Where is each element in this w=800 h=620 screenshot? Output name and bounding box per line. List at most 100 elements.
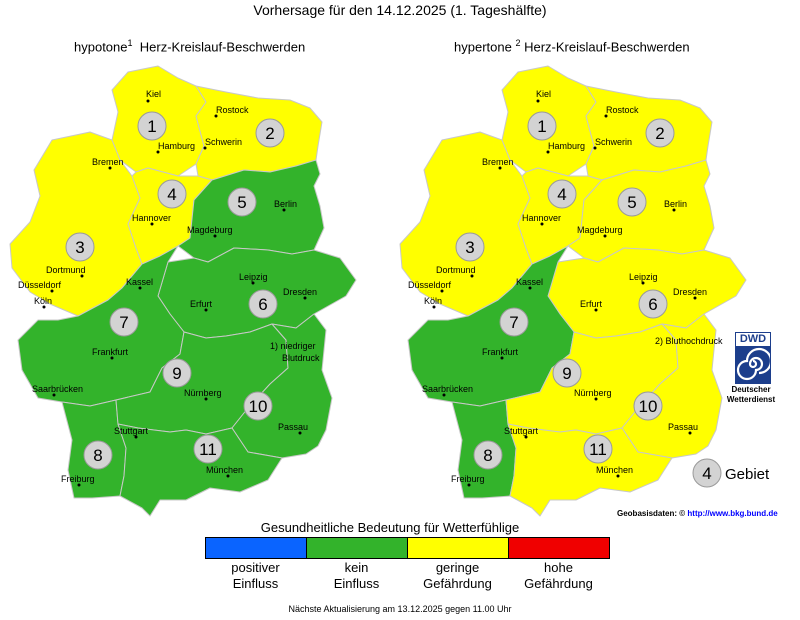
region-badge-number: 7	[509, 313, 518, 332]
city-dot	[440, 289, 444, 293]
map-1-footnote: 1	[127, 38, 133, 48]
city-label: München	[596, 465, 633, 475]
city-label: Bremen	[482, 157, 514, 167]
dwd-swirl-icon	[736, 347, 773, 381]
map-1-note-line1: 1) niedriger	[270, 341, 316, 351]
region-badge	[109, 307, 139, 337]
city-dot	[536, 99, 540, 103]
legend-label-high-risk: hohe Gefährdung	[508, 560, 609, 592]
region-badge	[83, 440, 113, 470]
region-badge-number: 10	[639, 397, 658, 416]
city-dot	[77, 483, 81, 487]
legend-label-positive: positiver Einfluss	[205, 560, 306, 592]
city-label: Passau	[278, 422, 308, 432]
region-badge-number: 6	[258, 295, 267, 314]
region-badge-number: 2	[265, 124, 274, 143]
city-label: Rostock	[216, 105, 249, 115]
city-label: Köln	[424, 296, 442, 306]
city-label: Nürnberg	[184, 388, 222, 398]
city-dot	[528, 286, 532, 290]
legend-swatch-low-risk	[408, 538, 509, 558]
city-label: Stuttgart	[504, 426, 539, 436]
map-2-title: hypertone 2 Herz-Kreislauf-Beschwerden	[454, 38, 690, 54]
region-badge	[638, 289, 668, 319]
geobasis-link[interactable]: http://www.bkg.bund.de	[687, 509, 778, 518]
map-2-title-suffix: Herz-Kreislauf-Beschwerden	[524, 39, 690, 55]
legend-label-no-effect: kein Einfluss	[306, 560, 407, 592]
city-dot	[52, 393, 56, 397]
city-label: Düsseldorf	[408, 280, 452, 290]
legend-label-low-risk-line2: Gefährdung	[423, 576, 492, 591]
city-dot	[213, 234, 217, 238]
city-label: München	[206, 465, 243, 475]
dwd-logo-text: DWD	[736, 333, 770, 346]
city-dot	[688, 431, 692, 435]
city-label: Hamburg	[548, 141, 585, 151]
city-dot	[42, 305, 46, 309]
region-badge	[547, 179, 577, 209]
region-key: 4 Gebiet	[692, 458, 800, 495]
city-label: Saarbrücken	[32, 384, 83, 394]
region-badge	[583, 434, 613, 464]
city-label: Stuttgart	[114, 426, 149, 436]
city-label: Hamburg	[158, 141, 195, 151]
city-label: Saarbrücken	[422, 384, 473, 394]
region-badge	[552, 358, 582, 388]
city-dot	[150, 222, 154, 226]
region-badge-number: 4	[557, 185, 566, 204]
city-dot	[432, 305, 436, 309]
city-dot	[282, 208, 286, 212]
page-title: Vorhersage für den 14.12.2025 (1. Tagesh…	[253, 2, 547, 18]
legend-swatch-no-effect	[307, 538, 408, 558]
city-label: Dortmund	[436, 265, 476, 275]
city-label: Kassel	[126, 277, 153, 287]
region-badge-number: 3	[465, 238, 474, 257]
city-label: Hannover	[132, 213, 171, 223]
legend-label-no-effect-line2: Einfluss	[333, 576, 380, 591]
city-dot	[593, 146, 597, 150]
city-dot	[80, 274, 84, 278]
city-dot	[594, 308, 598, 312]
region-badge	[162, 358, 192, 388]
city-dot	[303, 296, 307, 300]
map-1-region-11	[117, 423, 283, 517]
region-badge	[137, 111, 167, 141]
city-label: Frankfurt	[482, 347, 519, 357]
region-badge	[248, 289, 278, 319]
city-dot	[146, 99, 150, 103]
legend-swatch-high-risk	[509, 538, 609, 558]
region-badge	[193, 434, 223, 464]
city-label: Rostock	[606, 105, 639, 115]
legend-label-low-risk: geringe Gefährdung	[407, 560, 508, 592]
region-badge-number: 5	[627, 193, 636, 212]
city-dot	[470, 274, 474, 278]
city-label: Erfurt	[190, 299, 213, 309]
region-badge-number: 8	[93, 446, 102, 465]
region-badge-number: 7	[119, 313, 128, 332]
region-badge	[157, 179, 187, 209]
region-badge-number: 11	[199, 440, 217, 459]
legend-labels: positiver Einfluss kein Einfluss geringe Ge…	[205, 560, 609, 592]
region-badge-number: 8	[483, 446, 492, 465]
city-label: Leipzig	[239, 272, 268, 282]
region-key-marker: 4 Gebiet	[692, 458, 770, 488]
region-badge	[255, 118, 285, 148]
region-badge-number: 10	[249, 397, 268, 416]
legend-swatch-positive	[206, 538, 307, 558]
map-1-region-10	[231, 313, 333, 459]
region-badge-number: 4	[167, 185, 176, 204]
legend-label-high-risk-line1: hohe	[544, 560, 573, 575]
region-badge	[527, 111, 557, 141]
region-key-number: 4	[702, 464, 711, 483]
region-badge	[227, 187, 257, 217]
region-key-label: Gebiet	[725, 466, 770, 483]
map-2-title-prefix: hypertone	[454, 39, 512, 55]
city-dot	[546, 150, 550, 154]
city-dot	[616, 474, 620, 478]
city-dot	[442, 393, 446, 397]
city-label: Schwerin	[205, 137, 242, 147]
region-badge	[499, 307, 529, 337]
city-label: Dresden	[673, 287, 707, 297]
city-dot	[156, 150, 160, 154]
map-1-note: 1) niedriger Blutdruck	[270, 340, 350, 364]
